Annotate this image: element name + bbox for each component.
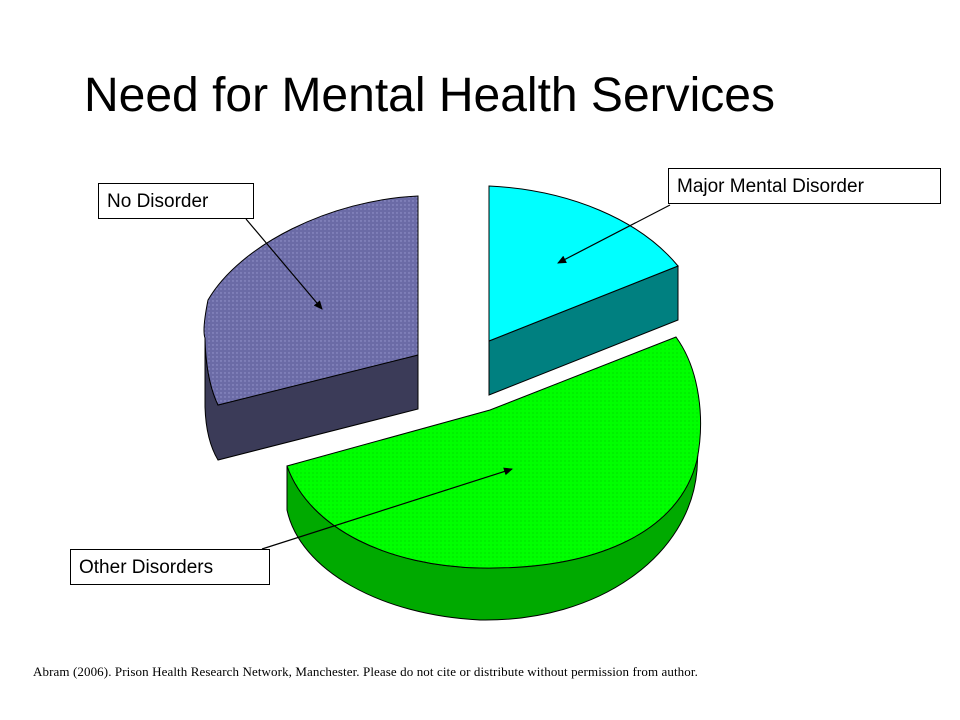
slice-top-major: [488, 185, 679, 342]
label-other-disorders: Other Disorders: [70, 549, 270, 585]
callout-arrow-major: [557, 204, 671, 264]
callout-arrow-other: [261, 467, 513, 550]
chart-title: Need for Mental Health Services: [84, 69, 775, 122]
pie-slice-no-disorder: [203, 195, 419, 461]
slice-top-other: [286, 336, 701, 569]
pie-slice-other-disorders: [286, 336, 701, 621]
callout-arrow-no-disorder: [245, 218, 323, 310]
citation-footer: Abram (2006). Prison Health Research Net…: [33, 664, 698, 679]
slice-top-no-disorder: [203, 195, 419, 406]
label-major-mental-disorder: Major Mental Disorder: [668, 168, 941, 204]
label-no-disorder: No Disorder: [98, 183, 254, 219]
pie-slice-major-mental-disorder: [488, 185, 679, 396]
